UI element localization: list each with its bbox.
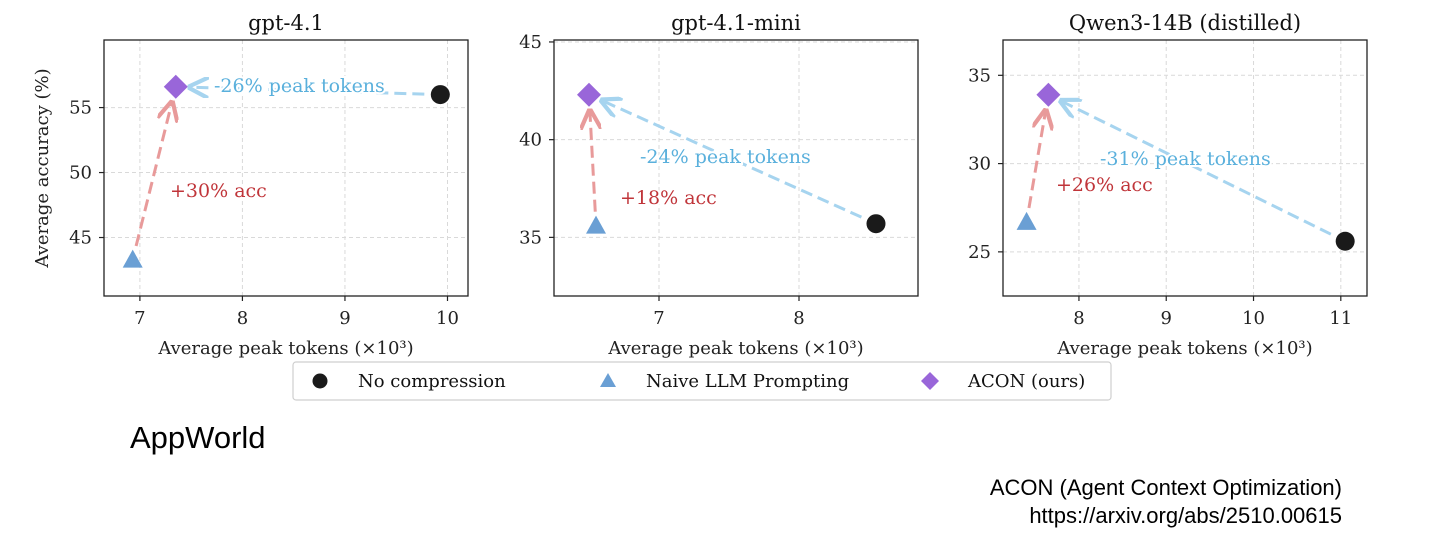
point-naive-prompting bbox=[1016, 211, 1037, 230]
point-naive-prompting bbox=[586, 215, 606, 234]
point-acon bbox=[1036, 82, 1061, 107]
dataset-label: AppWorld bbox=[130, 420, 266, 455]
legend-item-2: Naive LLM Prompting bbox=[600, 371, 849, 392]
token-reduction-arrow bbox=[604, 101, 863, 219]
legend: No compression Naive LLM Prompting ACON (o… bbox=[292, 361, 1112, 401]
chart-panel-2: gpt-4.1-mini 7 8 35 40 45 Average peak tokens … bbox=[519, 11, 919, 359]
x-axis-label: Average peak tokens (×10³) bbox=[157, 338, 413, 359]
legend-frame bbox=[292, 361, 1112, 401]
plot-frame bbox=[103, 39, 469, 297]
legend-label: ACON (ours) bbox=[967, 371, 1085, 392]
reference-url: https://arxiv.org/abs/2510.00615 bbox=[1029, 503, 1342, 528]
point-acon bbox=[163, 74, 188, 99]
token-reduction-arrow bbox=[1063, 102, 1332, 236]
accuracy-gain-label: +26% acc bbox=[1056, 174, 1153, 196]
chart-title: gpt-4.1-mini bbox=[671, 11, 801, 35]
legend-item-3: ACON (ours) bbox=[921, 371, 1085, 392]
x-tick-label: 11 bbox=[1329, 308, 1352, 329]
legend-marker-circle bbox=[312, 373, 328, 389]
y-tick-label: 25 bbox=[968, 242, 991, 263]
y-tick-label: 40 bbox=[519, 130, 542, 151]
x-axis-label: Average peak tokens (×10³) bbox=[607, 338, 863, 359]
y-tick-label: 45 bbox=[69, 228, 92, 249]
legend-item-1: No compression bbox=[312, 371, 506, 392]
y-tick-label: 35 bbox=[519, 227, 542, 248]
legend-marker-triangle bbox=[600, 373, 616, 387]
x-tick-label: 8 bbox=[237, 308, 248, 329]
chart-title: Qwen3-14B (distilled) bbox=[1069, 11, 1301, 35]
y-tick-label: 55 bbox=[69, 98, 92, 119]
legend-label: Naive LLM Prompting bbox=[646, 371, 849, 392]
token-reduction-arrow bbox=[192, 87, 425, 94]
y-tick-label: 35 bbox=[968, 65, 991, 86]
token-reduction-label: -26% peak tokens bbox=[214, 75, 385, 97]
accuracy-gain-label: +30% acc bbox=[170, 180, 267, 202]
point-acon bbox=[577, 82, 601, 107]
legend-label: No compression bbox=[358, 371, 506, 392]
x-tick-label: 10 bbox=[436, 308, 459, 329]
x-tick-label: 8 bbox=[793, 308, 804, 329]
figure: gpt-4.1 7 8 9 10 45 50 55 Average peak tokens (×… bbox=[32, 11, 1368, 401]
reference-block: ACON (Agent Context Optimization) https:… bbox=[990, 474, 1342, 530]
x-tick-label: 8 bbox=[1073, 308, 1084, 329]
reference-title: ACON (Agent Context Optimization) bbox=[989, 475, 1342, 500]
x-tick-label: 9 bbox=[1161, 308, 1172, 329]
y-tick-label: 50 bbox=[69, 163, 92, 184]
x-tick-label: 9 bbox=[339, 308, 350, 329]
chart-panel-3: Qwen3-14B (distilled) 8 9 10 11 25 30 35 Average… bbox=[968, 11, 1368, 359]
plot-frame bbox=[1002, 39, 1368, 297]
point-no-compression bbox=[866, 214, 886, 234]
chart-title: gpt-4.1 bbox=[248, 11, 324, 35]
accuracy-gain-label: +18% acc bbox=[620, 187, 717, 209]
point-no-compression bbox=[430, 85, 450, 105]
legend-marker-diamond bbox=[921, 372, 939, 390]
y-axis-label: Average accuracy (%) bbox=[32, 68, 53, 268]
x-axis-label: Average peak tokens (×10³) bbox=[1056, 338, 1312, 359]
plot-frame bbox=[553, 39, 919, 297]
y-tick-label: 45 bbox=[519, 32, 542, 53]
y-tick-label: 30 bbox=[968, 154, 991, 175]
accuracy-gain-arrow bbox=[1027, 112, 1045, 209]
accuracy-gain-arrow bbox=[134, 104, 171, 247]
point-no-compression bbox=[1335, 231, 1355, 251]
token-reduction-label: -31% peak tokens bbox=[1100, 148, 1271, 170]
accuracy-gain-arrow bbox=[590, 113, 595, 212]
x-tick-label: 7 bbox=[134, 308, 145, 329]
x-tick-label: 7 bbox=[653, 308, 664, 329]
chart-panel-1: gpt-4.1 7 8 9 10 45 50 55 Average peak tokens (×… bbox=[32, 11, 469, 359]
token-reduction-label: -24% peak tokens bbox=[640, 146, 811, 168]
x-tick-label: 10 bbox=[1242, 308, 1265, 329]
point-naive-prompting bbox=[122, 249, 143, 268]
